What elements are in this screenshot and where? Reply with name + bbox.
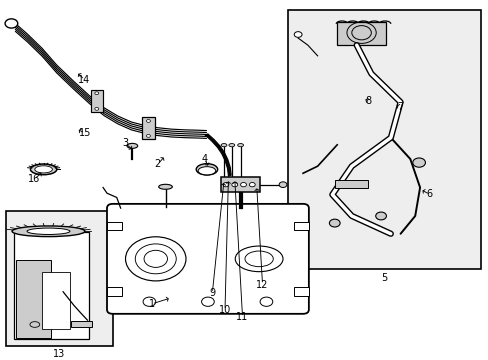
Circle shape	[5, 19, 18, 28]
Circle shape	[329, 219, 340, 227]
Bar	[294, 288, 308, 296]
Bar	[337, 22, 385, 45]
FancyBboxPatch shape	[107, 204, 308, 314]
Bar	[42, 272, 70, 329]
Text: 10: 10	[219, 305, 231, 315]
Ellipse shape	[198, 167, 215, 175]
Text: 16: 16	[28, 174, 40, 184]
Bar	[142, 117, 155, 139]
Bar	[294, 222, 308, 230]
Bar	[288, 10, 480, 269]
Circle shape	[375, 212, 386, 220]
Ellipse shape	[221, 144, 226, 147]
Bar	[91, 90, 102, 112]
Circle shape	[412, 158, 425, 167]
Bar	[107, 288, 122, 296]
Circle shape	[146, 135, 150, 137]
Circle shape	[223, 183, 228, 187]
Circle shape	[249, 183, 255, 187]
Text: 12: 12	[256, 280, 268, 290]
Text: 8: 8	[365, 96, 371, 106]
Text: 3: 3	[122, 138, 128, 148]
Text: 13: 13	[53, 349, 65, 359]
Bar	[221, 177, 260, 192]
Ellipse shape	[12, 226, 85, 237]
Circle shape	[294, 32, 302, 37]
Circle shape	[95, 107, 99, 110]
Text: 5: 5	[381, 273, 387, 283]
Ellipse shape	[196, 164, 217, 175]
Ellipse shape	[35, 166, 52, 173]
Ellipse shape	[27, 228, 70, 234]
Bar	[107, 222, 122, 230]
Bar	[334, 180, 367, 188]
Text: 7: 7	[397, 103, 403, 112]
Ellipse shape	[237, 144, 243, 147]
Text: 4: 4	[201, 154, 207, 164]
Ellipse shape	[30, 164, 57, 175]
Circle shape	[146, 120, 150, 122]
Text: 11: 11	[236, 312, 248, 323]
Bar	[5, 211, 113, 346]
Text: 1: 1	[148, 299, 155, 309]
Ellipse shape	[228, 144, 234, 147]
Circle shape	[240, 183, 246, 187]
Bar	[14, 232, 89, 339]
Circle shape	[95, 92, 99, 95]
Ellipse shape	[158, 184, 172, 189]
Text: 15: 15	[79, 128, 91, 138]
Bar	[16, 260, 51, 338]
Circle shape	[279, 182, 286, 188]
Text: 6: 6	[426, 189, 432, 199]
Circle shape	[231, 183, 237, 187]
Bar	[71, 321, 92, 327]
Text: 2: 2	[154, 159, 161, 169]
Ellipse shape	[127, 143, 138, 148]
Text: 14: 14	[78, 75, 90, 85]
Text: 9: 9	[209, 288, 215, 298]
